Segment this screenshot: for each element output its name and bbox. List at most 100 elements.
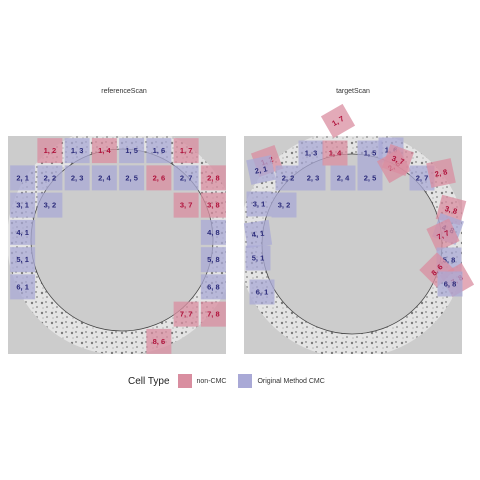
reference-cell-4-8: 4, 8 <box>200 219 226 245</box>
reference-cell-box-2-6 <box>146 165 172 191</box>
reference-cell-box-4-1 <box>10 219 36 245</box>
reference-cell-1-2: 1, 2 <box>37 138 63 164</box>
target-cell-box-1-7 <box>320 103 356 139</box>
reference-cell-2-3: 2, 3 <box>64 165 90 191</box>
target-cell-1-7: 1, 7 <box>320 103 356 139</box>
reference-cell-label-1-3: 1, 3 <box>71 146 84 155</box>
reference-cell-box-1-7 <box>173 138 199 164</box>
target-cell-5-1: 5, 1 <box>245 245 271 271</box>
reference-cell-label-1-7: 1, 7 <box>180 146 193 155</box>
target-cell-box-3-2 <box>271 192 297 218</box>
reference-cell-label-5-1: 5, 1 <box>16 255 29 264</box>
target-cell-label-1-3: 1, 3 <box>305 149 318 158</box>
reference-cell-label-2-5: 2, 5 <box>125 173 138 182</box>
reference-cell-6-8: 6, 8 <box>200 274 226 300</box>
target-cell-box-4-1 <box>243 219 273 249</box>
reference-cell-2-8: 2, 8 <box>200 165 226 191</box>
target-cell-label-4-1: 4, 1 <box>251 229 265 240</box>
target-cell-1-4: 1, 4 <box>322 140 348 166</box>
target-cell-box-2-5 <box>357 165 383 191</box>
reference-cell-box-7-8 <box>200 301 226 327</box>
target-scan-inner <box>263 155 441 333</box>
reference-cell-1-7: 1, 7 <box>173 138 199 164</box>
reference-cell-label-7-8: 7, 8 <box>207 310 220 319</box>
target-cell-label-2-8: 2, 8 <box>434 167 448 178</box>
reference-cell-2-4: 2, 4 <box>91 165 117 191</box>
reference-cell-box-8-6 <box>146 328 172 354</box>
reference-cell-7-7: 7, 7 <box>173 301 199 327</box>
target-cell-box-5-1 <box>245 245 271 271</box>
target-cell-2-3: 2, 3 <box>300 165 326 191</box>
reference-cell-label-2-6: 2, 6 <box>153 173 166 182</box>
target-cell-box-2-2 <box>275 165 301 191</box>
reference-cell-box-2-3 <box>64 165 90 191</box>
target-cell-label-5-1: 5, 1 <box>252 254 265 263</box>
reference-cell-label-1-2: 1, 2 <box>44 146 57 155</box>
reference-cell-box-7-7 <box>173 301 199 327</box>
legend: Cell Type non-CMC Original Method CMC <box>128 372 337 390</box>
target-cell-box-1-4 <box>322 140 348 166</box>
legend-key-cmc <box>238 374 253 388</box>
reference-cell-3-1: 3, 1 <box>10 192 36 218</box>
reference-cell-label-2-1: 2, 1 <box>16 173 29 182</box>
reference-cell-box-2-7 <box>173 165 199 191</box>
reference-cell-2-7: 2, 7 <box>173 165 199 191</box>
reference-cell-3-8: 3, 8 <box>200 192 226 218</box>
reference-cell-box-3-7 <box>173 192 199 218</box>
reference-cell-label-2-3: 2, 3 <box>71 173 84 182</box>
reference-cell-label-2-8: 2, 8 <box>207 173 220 182</box>
reference-cell-label-6-1: 6, 1 <box>16 282 29 291</box>
target-cell-3-2: 3, 2 <box>271 192 297 218</box>
target-cell-box-6-1 <box>249 279 275 305</box>
target-cell-label-6-8: 6, 8 <box>444 280 457 289</box>
reference-cell-box-5-8 <box>200 247 226 273</box>
reference-cell-box-1-5 <box>119 138 145 164</box>
target-cell-3-7: 3, 7 <box>381 143 415 177</box>
reference-cell-2-6: 2, 6 <box>146 165 172 191</box>
target-cell-box-2-8 <box>426 158 456 188</box>
target-cell-2-5: 2, 5 <box>357 165 383 191</box>
target-cell-label-3-1: 3, 1 <box>253 200 266 209</box>
target-cell-box-2-3 <box>300 165 326 191</box>
target-cell-label-2-2: 2, 2 <box>282 174 295 183</box>
target-cell-label-2-1: 2, 1 <box>254 164 268 175</box>
target-cell-6-1: 6, 1 <box>249 279 275 305</box>
reference-cell-label-2-2: 2, 2 <box>44 173 57 182</box>
reference-cell-5-1: 5, 1 <box>10 247 36 273</box>
reference-cell-6-1: 6, 1 <box>10 274 36 300</box>
reference-cell-box-2-8 <box>200 165 226 191</box>
reference-cell-label-1-4: 1, 4 <box>98 146 111 155</box>
reference-cell-3-7: 3, 7 <box>173 192 199 218</box>
reference-cell-label-3-8: 3, 8 <box>207 201 220 210</box>
target-cell-2-1: 2, 1 <box>246 155 276 185</box>
reference-scan-title: referenceScan <box>101 88 147 95</box>
target-cell-4-1: 4, 1 <box>243 219 273 249</box>
target-cell-box-1-3 <box>298 140 324 166</box>
legend-key-non-cmc <box>177 374 192 388</box>
reference-cell-box-6-1 <box>10 274 36 300</box>
reference-cell-box-3-8 <box>200 192 226 218</box>
target-cell-label-3-2: 3, 2 <box>278 201 291 210</box>
target-scan-title: targetScan <box>336 88 370 95</box>
reference-cell-label-6-8: 6, 8 <box>207 282 220 291</box>
target-scan-panel: 1, 71, 22, 11, 31, 41, 51, 62, 22, 32, 4… <box>243 103 475 354</box>
target-cell-label-2-7: 2, 7 <box>416 174 429 183</box>
reference-cell-box-5-1 <box>10 247 36 273</box>
reference-cell-1-6: 1, 6 <box>146 138 172 164</box>
target-cell-label-3-7: 3, 7 <box>391 154 406 167</box>
reference-cell-label-2-4: 2, 4 <box>98 173 111 182</box>
reference-cell-5-8: 5, 8 <box>200 247 226 273</box>
reference-cell-box-1-6 <box>146 138 172 164</box>
target-cell-label-2-4: 2, 4 <box>337 174 350 183</box>
reference-cell-label-3-1: 3, 1 <box>16 201 29 210</box>
reference-cell-label-7-7: 7, 7 <box>180 310 193 319</box>
target-cell-label-1-4: 1, 4 <box>329 149 342 158</box>
legend-label-non-cmc: non-CMC <box>196 377 227 385</box>
target-cell-box-3-7 <box>381 143 415 177</box>
reference-cell-1-3: 1, 3 <box>64 138 90 164</box>
target-cell-3-1: 3, 1 <box>246 191 272 217</box>
reference-cell-7-8: 7, 8 <box>200 301 226 327</box>
reference-scan-inner <box>32 150 212 330</box>
reference-cell-label-5-8: 5, 8 <box>207 255 220 264</box>
reference-cell-box-4-8 <box>200 219 226 245</box>
